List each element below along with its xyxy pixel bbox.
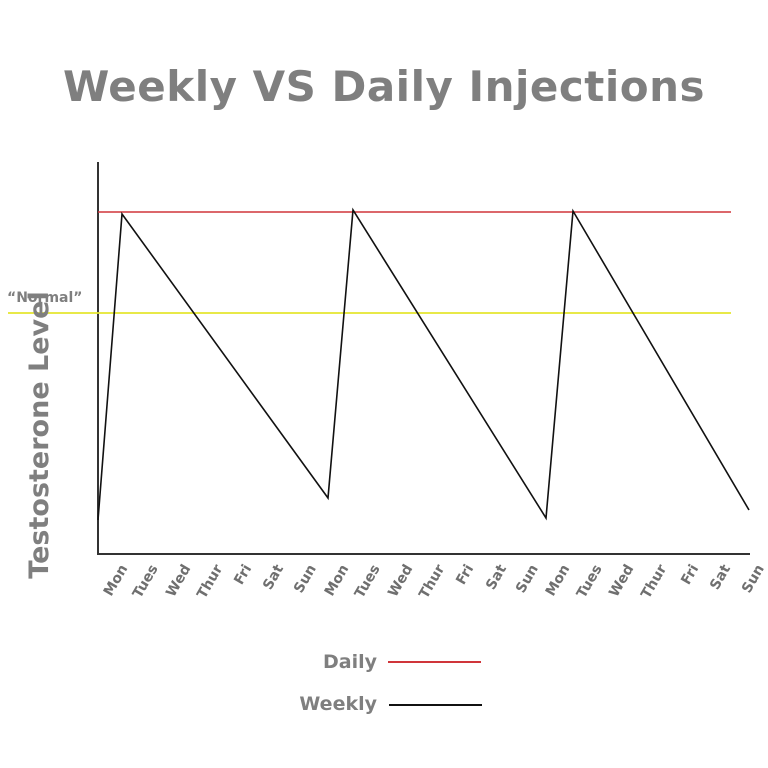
legend-daily-label: Daily (322, 651, 377, 673)
weekly-series-line (97, 207, 750, 521)
legend-daily-swatch (388, 661, 481, 663)
legend-weekly-swatch (389, 704, 482, 706)
normal-label: “Normal” (7, 290, 83, 306)
legend-weekly-label: Weekly (299, 693, 377, 715)
y-axis-label-text: Testosterone Level (24, 291, 55, 579)
chart-title: Weekly VS Daily Injections (62, 62, 706, 111)
y-axis-label: Testosterone Level (24, 291, 55, 579)
